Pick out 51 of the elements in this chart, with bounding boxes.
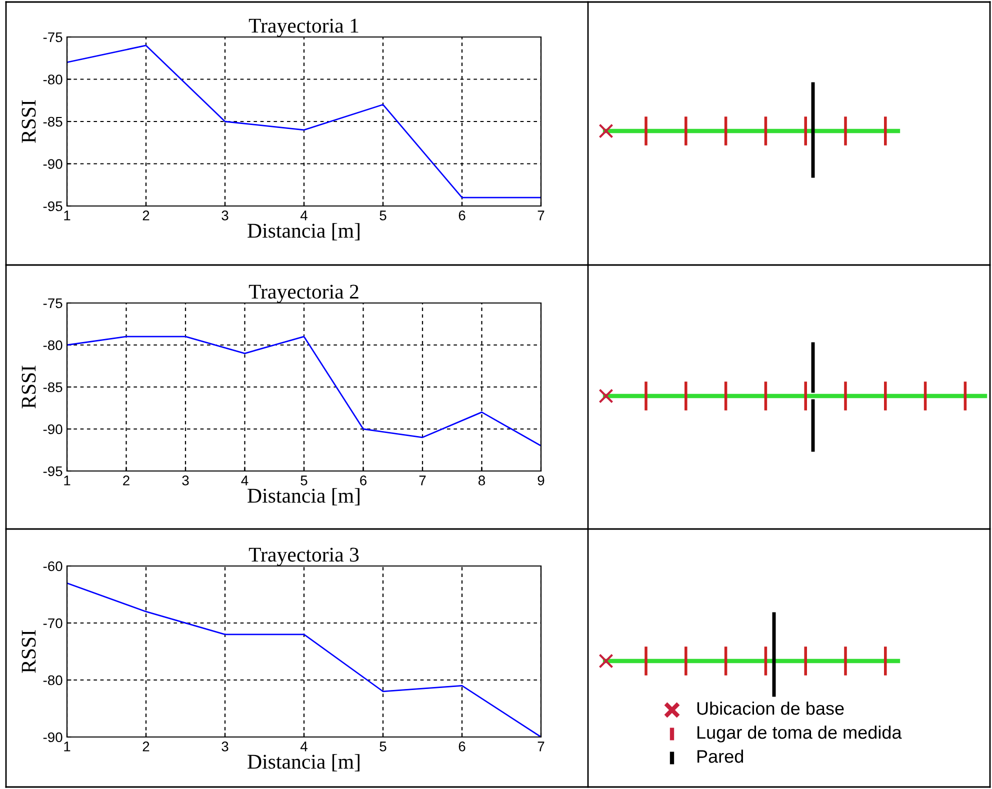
x-axis-title: Distancia [m] (248, 754, 360, 772)
x-tick-label: 6 (458, 742, 466, 752)
x-tick-label: 7 (419, 476, 426, 486)
y-tick-label: -70 (43, 618, 62, 628)
y-axis-title: RSSI (22, 630, 36, 673)
x-tick-label: 1 (64, 210, 70, 220)
chart-title: Trayectoria 1 (248, 18, 358, 37)
x-tick-label: 1 (64, 742, 70, 752)
text: Lugar de toma de medida (697, 726, 902, 742)
text: Ubicacion de base (697, 702, 844, 715)
y-tick-label: -95 (43, 466, 62, 476)
line-series (67, 336, 541, 446)
x-tick-label: 8 (478, 476, 486, 486)
x-tick-label: 5 (380, 210, 386, 220)
x-axis-title: Distancia [m] (248, 488, 360, 506)
line-series (67, 44, 541, 198)
y-tick-label: -60 (43, 561, 62, 572)
x-tick-label: 2 (142, 742, 150, 752)
x-tick-label: 6 (458, 210, 466, 220)
y-tick-label: -90 (43, 424, 62, 434)
x-tick-label: 3 (222, 742, 228, 752)
y-tick-label: -85 (43, 116, 62, 127)
x-axis-title: Distancia [m] (248, 223, 360, 240)
y-tick-label: -90 (43, 732, 62, 742)
y-tick-label: -75 (43, 32, 62, 42)
text: Pared (697, 750, 744, 763)
x-tick-label: 7 (538, 210, 544, 220)
x-tick-label: 3 (182, 476, 189, 486)
x-tick-label: 6 (360, 476, 366, 486)
x-tick-label: 3 (222, 210, 228, 220)
y-tick-label: -80 (43, 675, 62, 686)
y-axis-title: RSSI (22, 366, 36, 408)
chart-title: Trayectoria 2 (248, 284, 358, 303)
chart-title: Trayectoria 3 (248, 548, 359, 566)
y-tick-label: -90 (43, 159, 62, 169)
x-tick-label: 2 (123, 476, 130, 486)
x-tick-label: 4 (241, 476, 248, 486)
x-tick-label: 2 (142, 210, 150, 220)
x-tick-label: 9 (538, 476, 544, 486)
y-tick-label: -80 (43, 74, 62, 84)
x-tick-label: 5 (300, 476, 308, 486)
y-tick-label: -80 (43, 340, 62, 350)
y-tick-label: -95 (43, 201, 62, 212)
x-tick-label: 7 (538, 742, 544, 752)
y-tick-label: -85 (43, 382, 62, 392)
x-tick-label: 5 (380, 742, 386, 752)
x-tick-label: 1 (64, 476, 70, 486)
y-tick-label: -75 (43, 298, 62, 308)
x-tick-label: 4 (300, 742, 308, 752)
x-tick-label: 4 (300, 210, 308, 220)
y-axis-title: RSSI (22, 100, 36, 143)
